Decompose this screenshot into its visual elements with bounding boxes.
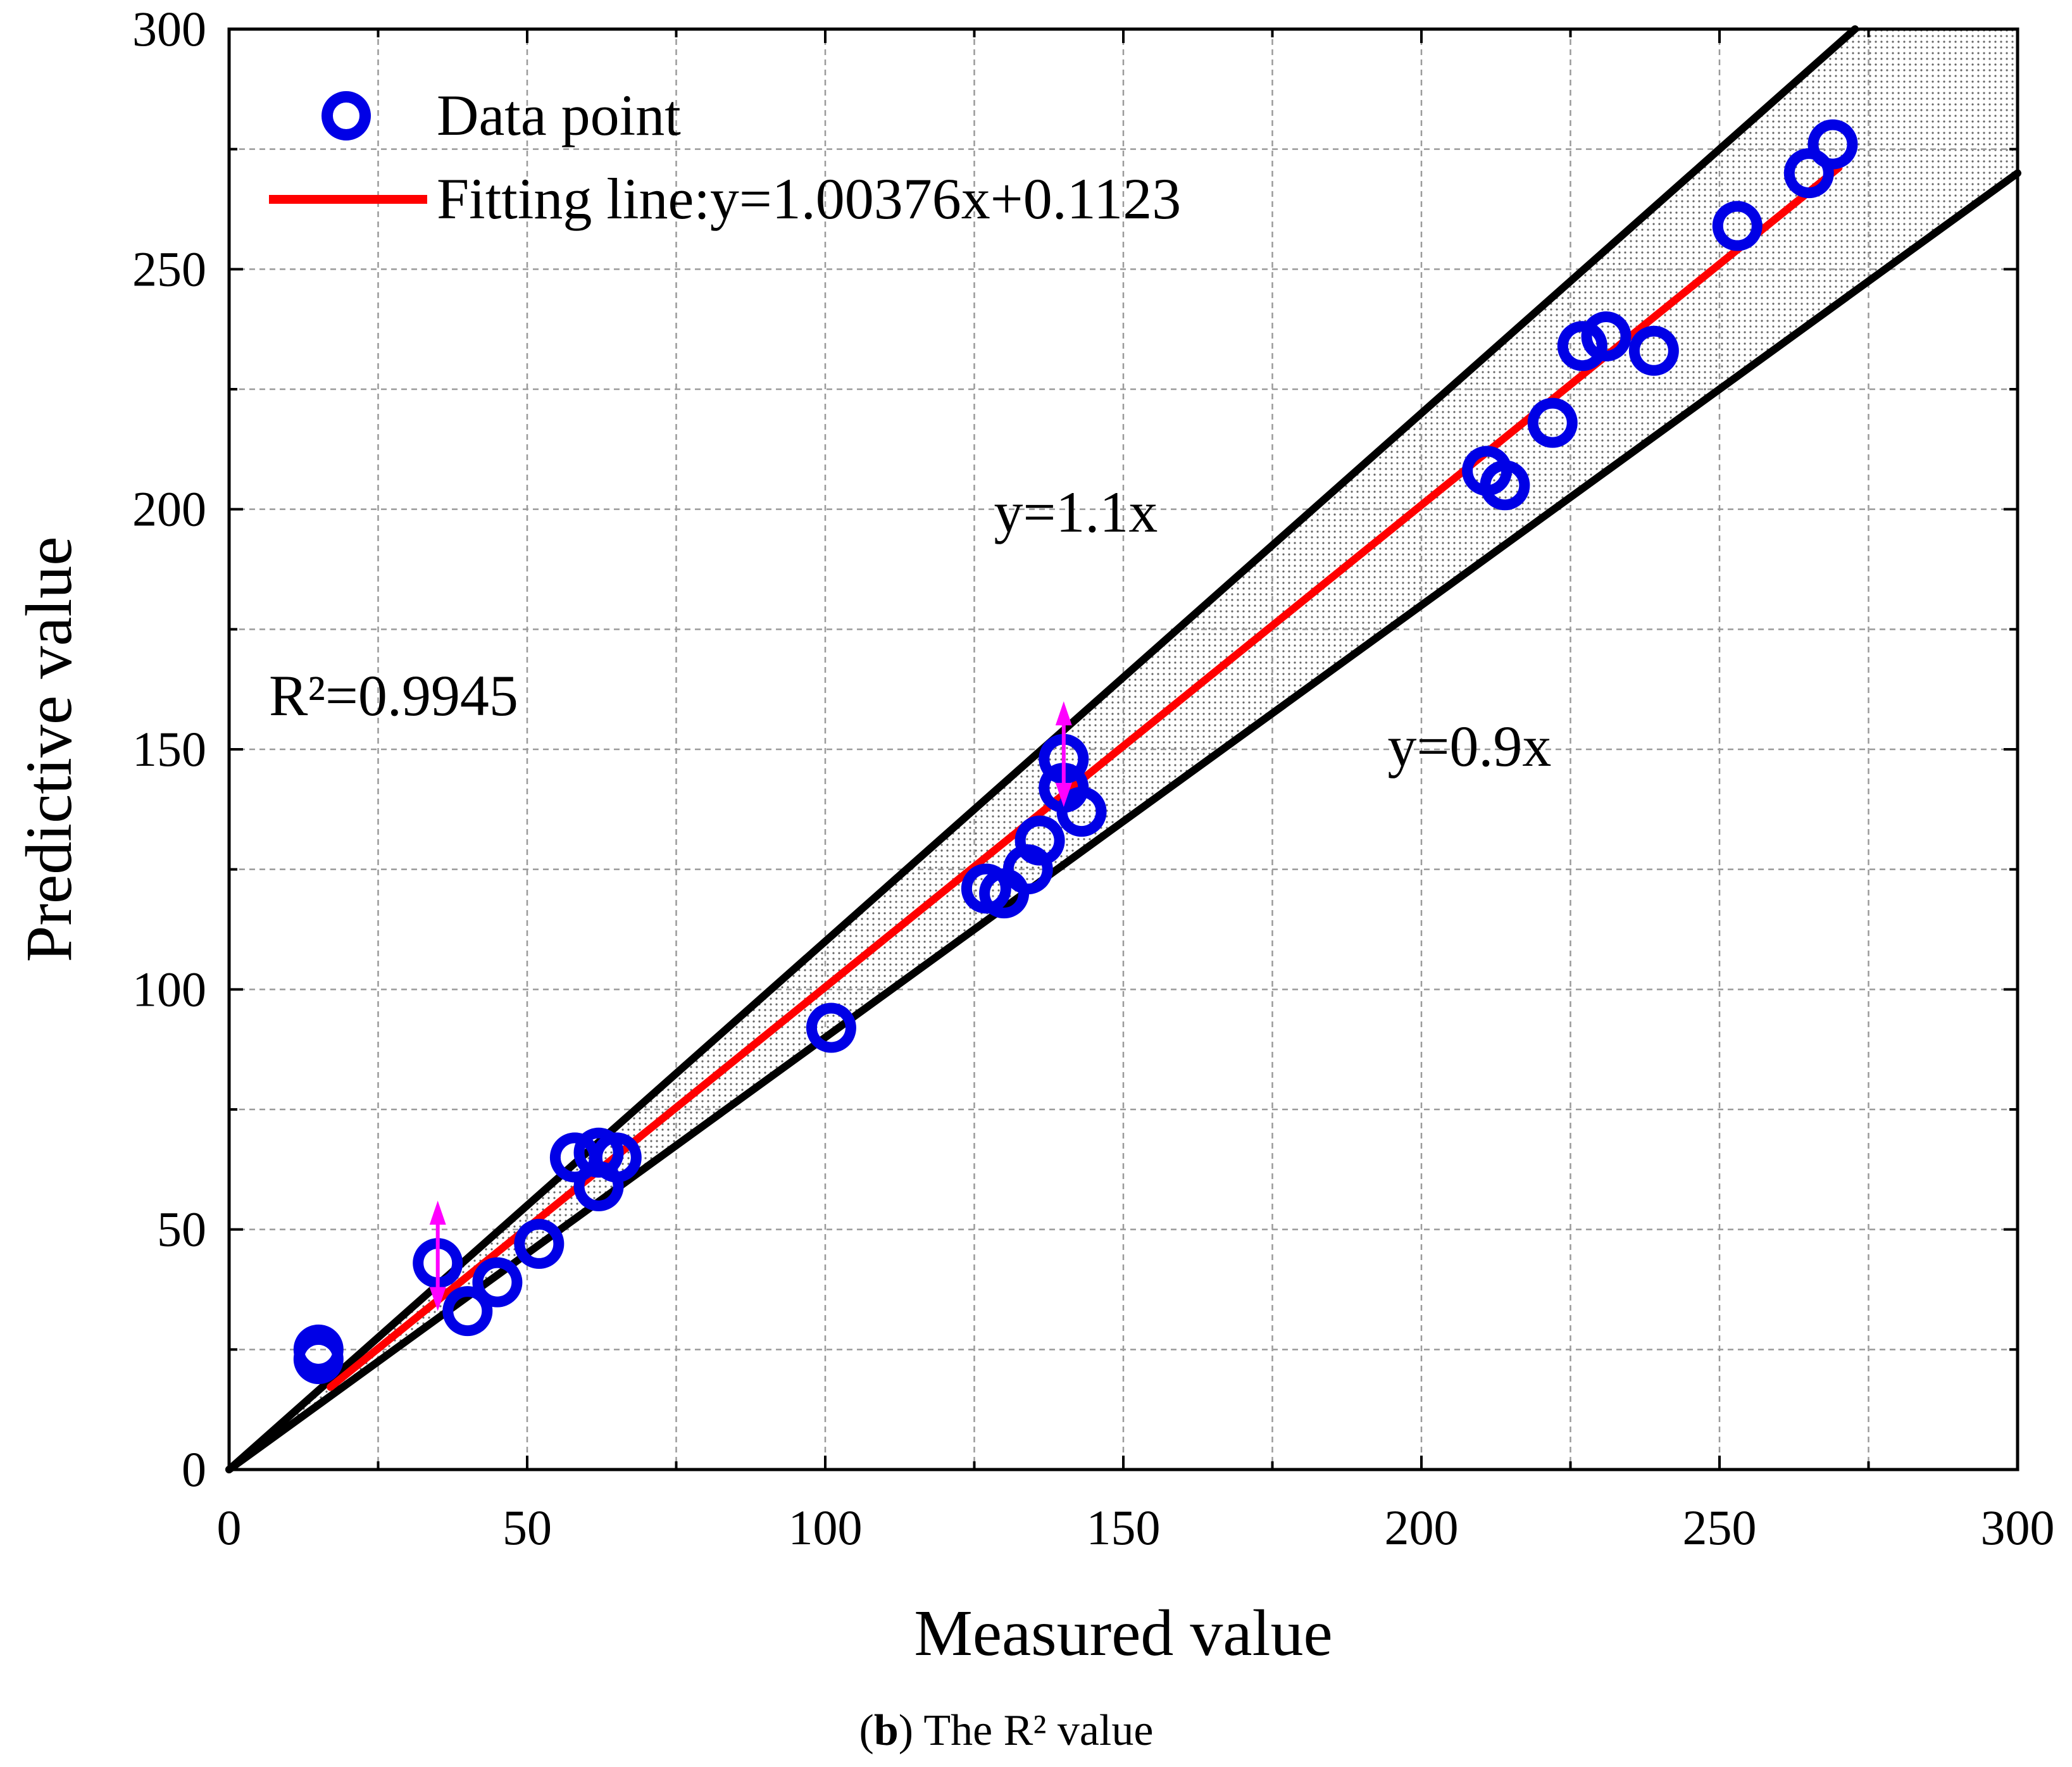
x-axis-title: Measured value	[914, 1597, 1332, 1670]
error-markers-layer	[429, 701, 1072, 1311]
x-tick-label: 0	[217, 1500, 242, 1555]
y-tick-label: 300	[132, 1, 206, 56]
legend-label-data-point: Data point	[437, 83, 681, 147]
data-point	[472, 1257, 523, 1308]
data-point	[806, 1002, 856, 1053]
data-point	[442, 1286, 493, 1337]
caption-letter: b	[874, 1706, 899, 1755]
y-tick-label: 150	[132, 721, 206, 777]
y-tick-label: 100	[132, 961, 206, 1016]
data-point	[1628, 325, 1679, 376]
data-point	[1783, 148, 1834, 199]
x-tick-label: 150	[1087, 1500, 1161, 1555]
data-points-layer	[293, 119, 1858, 1385]
x-tick-label: 50	[502, 1500, 552, 1555]
error-marker	[429, 1201, 446, 1311]
data-point	[293, 1334, 344, 1385]
error-marker-head-down	[429, 1287, 446, 1311]
error-marker-head-down	[1055, 783, 1072, 808]
data-point	[1557, 321, 1607, 372]
error-marker-head-up	[1055, 701, 1072, 726]
figure-caption: (b) The R² value	[859, 1706, 1154, 1755]
upper-line-label: y=1.1x	[994, 480, 1158, 544]
data-point	[591, 1132, 642, 1183]
y-axis-title: Predictive value	[13, 537, 85, 963]
legend-marker-data-point	[321, 91, 371, 140]
y-tick-label: 50	[157, 1202, 206, 1257]
y-tick-label: 0	[182, 1442, 206, 1497]
lower-line-label: y=0.9x	[1388, 714, 1552, 778]
error-marker-head-up	[429, 1201, 446, 1225]
data-point	[1712, 201, 1763, 251]
error-marker	[1055, 701, 1072, 808]
x-tick-label: 100	[789, 1500, 863, 1555]
data-point	[1581, 311, 1632, 362]
data-point	[1527, 397, 1578, 448]
y-tick-label: 200	[132, 482, 206, 537]
r-squared-label: R²=0.9945	[269, 663, 518, 728]
legend-label-fitting-line: Fitting line:y=1.00376x+0.1123	[437, 166, 1181, 231]
x-tick-label: 300	[1981, 1500, 2055, 1555]
x-tick-label: 250	[1683, 1500, 1757, 1555]
axis-ticks-layer: 0 50 100 150 200 250 300 0 50 100 150 200 250 300	[132, 1, 2055, 1555]
caption-text: The R² value	[913, 1706, 1153, 1755]
data-point	[514, 1218, 565, 1269]
grid-layer	[229, 29, 2018, 1470]
y-tick-label: 250	[132, 241, 206, 296]
data-point	[1014, 815, 1065, 866]
x-tick-label: 200	[1385, 1500, 1459, 1555]
data-point	[1480, 460, 1530, 511]
data-point	[1807, 119, 1858, 170]
legend: Data point Fitting line:y=1.00376x+0.112…	[269, 83, 1181, 231]
data-point	[1056, 787, 1107, 837]
